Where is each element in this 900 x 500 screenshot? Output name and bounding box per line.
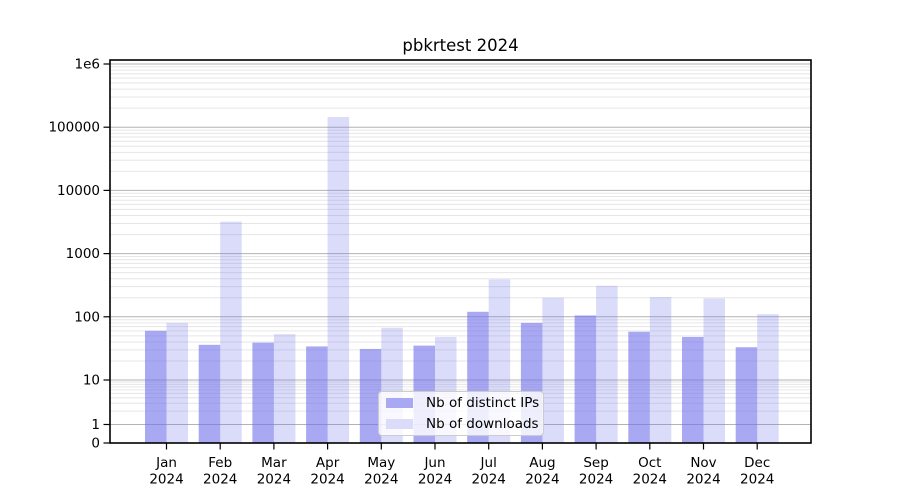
- bar-downloads-aug: [542, 297, 564, 443]
- x-tick-label-year: 2024: [257, 472, 291, 488]
- x-tick-label-month: Jan: [155, 455, 177, 471]
- bar-distinct-ips-feb: [198, 344, 221, 443]
- x-tick-label-year: 2024: [740, 472, 774, 488]
- x-tick-label-year: 2024: [472, 472, 506, 488]
- y-tick-label: 10000: [57, 183, 100, 199]
- legend-swatch-distinct-ips: [386, 398, 413, 408]
- legend-label-distinct-ips: Nb of distinct IPs: [426, 395, 540, 411]
- x-tick-label-month: Aug: [529, 455, 555, 471]
- x-tick-label-month: Feb: [208, 455, 232, 471]
- bar-downloads-apr: [327, 117, 350, 444]
- x-tick-label-year: 2024: [310, 472, 344, 488]
- bar-downloads-jan: [166, 322, 188, 443]
- x-tick-label-year: 2024: [686, 472, 720, 488]
- legend-swatch-downloads: [386, 419, 413, 429]
- legend-item-downloads: Nb of downloads: [386, 416, 543, 432]
- bar-distinct-ips-jan: [145, 330, 167, 443]
- y-tick-label: 0: [91, 436, 100, 452]
- bar-distinct-ips-oct: [628, 331, 650, 443]
- bar-downloads-nov: [703, 298, 725, 443]
- bar-distinct-ips-nov: [682, 336, 704, 443]
- bar-downloads-feb: [220, 221, 242, 443]
- x-tick-label-year: 2024: [525, 472, 559, 488]
- bar-downloads-dec: [757, 314, 779, 443]
- y-tick-label: 1: [91, 417, 100, 433]
- chart-title: pbkrtest 2024: [402, 36, 519, 55]
- bar-distinct-ips-dec: [735, 347, 758, 443]
- x-tick-label-month: Mar: [261, 455, 287, 471]
- plot-frame: [109, 59, 812, 444]
- x-tick-label-month: Dec: [744, 455, 770, 471]
- bar-distinct-ips-sep: [574, 315, 597, 443]
- bar-downloads-oct: [649, 297, 672, 443]
- x-tick-label-year: 2024: [203, 472, 237, 488]
- bar-downloads-mar: [273, 334, 296, 443]
- x-tick-label-year: 2024: [418, 472, 452, 488]
- legend-item-distinct-ips: Nb of distinct IPs: [386, 395, 543, 411]
- legend: Nb of distinct IPs Nb of downloads: [378, 391, 544, 436]
- x-tick-label-month: Jul: [480, 455, 497, 471]
- x-tick-label-month: Sep: [583, 455, 608, 471]
- y-tick-label: 1000: [66, 246, 100, 262]
- bar-distinct-ips-may: [359, 348, 382, 443]
- x-tick-label-year: 2024: [149, 472, 183, 488]
- y-tick-label: 1e6: [75, 57, 100, 73]
- x-tick-label-month: Nov: [690, 455, 716, 471]
- x-tick-label-year: 2024: [579, 472, 613, 488]
- y-tick-label: 100: [74, 309, 100, 325]
- x-tick-label-month: Jun: [423, 455, 445, 471]
- x-tick-label-month: Apr: [316, 455, 340, 471]
- x-tick-label-year: 2024: [633, 472, 667, 488]
- x-tick-label-year: 2024: [364, 472, 398, 488]
- x-tick-label-month: Oct: [638, 455, 661, 471]
- bar-distinct-ips-mar: [252, 342, 274, 443]
- bar-distinct-ips-apr: [306, 346, 328, 443]
- bar-downloads-sep: [596, 285, 618, 443]
- y-tick-label: 10: [83, 373, 100, 389]
- x-tick-label-month: May: [367, 455, 395, 471]
- y-tick-label: 100000: [48, 120, 100, 136]
- legend-label-downloads: Nb of downloads: [426, 416, 539, 432]
